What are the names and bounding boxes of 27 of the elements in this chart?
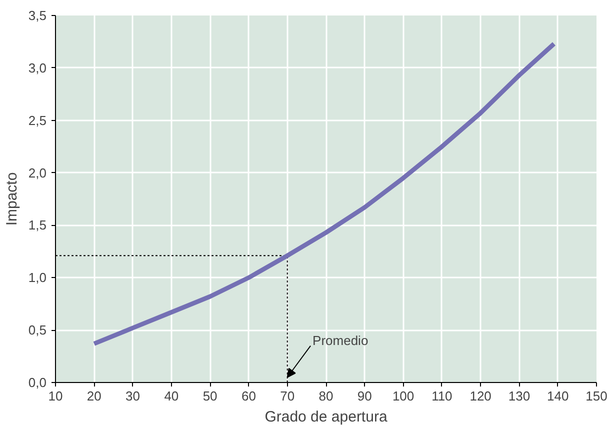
x-tick-label: 130: [508, 388, 530, 404]
y-tick-label: 2,5: [28, 112, 47, 128]
y-tick-label: 1,0: [28, 270, 47, 286]
x-tick-label: 140: [547, 388, 569, 404]
x-axis-title: Grado de apertura: [264, 408, 388, 426]
x-tick-label: 10: [48, 388, 63, 404]
y-tick-label: 0,5: [28, 322, 47, 338]
line-series: [92, 42, 556, 346]
x-tick-label: 120: [470, 388, 492, 404]
x-tick-label: 150: [586, 388, 608, 404]
x-tick-label: 30: [126, 388, 140, 404]
y-tick-label: 1,5: [28, 218, 47, 233]
x-tick-label: 60: [241, 388, 256, 404]
x-tick-label: 50: [202, 388, 218, 404]
annotation: Promedio: [312, 332, 368, 348]
x-tick-label: 100: [392, 388, 414, 404]
x-tick-label: 40: [164, 388, 179, 404]
y-axis-title: Impacto: [3, 172, 20, 226]
x-tick-label: 110: [432, 388, 452, 404]
x-tick-label: 20: [86, 388, 102, 404]
x-tick-label: 90: [357, 388, 372, 404]
y-tick-label: 0,0: [28, 375, 47, 390]
y-tick-label: 3,5: [28, 8, 47, 23]
y-tick-label: 3,0: [28, 60, 47, 76]
x-tick-label: 80: [318, 388, 334, 404]
x-tick-label: 70: [280, 388, 295, 404]
y-tick-label: 2,0: [28, 165, 47, 180]
